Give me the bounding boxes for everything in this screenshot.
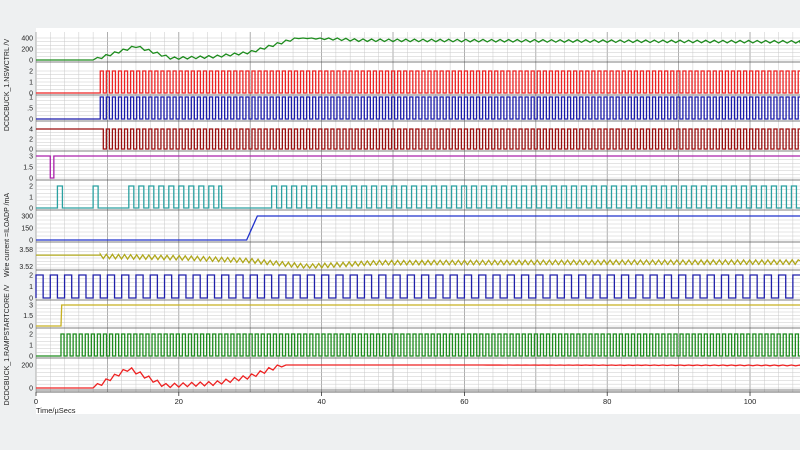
y-tick-label: .5 <box>27 106 33 113</box>
y-tick-label: 0 <box>29 354 33 361</box>
series-trace-11 <box>36 333 800 357</box>
y-tick-labels: 40020002101.5042031.5021030015003.583.52… <box>19 36 33 393</box>
series-trace-6 <box>36 185 800 209</box>
y-tick-label: 3.52 <box>19 264 33 271</box>
y-tick-label: 2 <box>29 332 33 339</box>
traces <box>35 37 800 389</box>
series-trace-10 <box>36 304 800 327</box>
y-tick-label: 200 <box>21 47 33 54</box>
series-trace-8 <box>36 251 800 270</box>
x-tick-label: 60 <box>460 397 468 406</box>
y-tick-label: 1.5 <box>23 313 33 320</box>
x-tick-label: 100 <box>744 397 757 406</box>
y-tick-label: 0 <box>29 386 33 393</box>
x-tick-label: 0 <box>34 397 38 406</box>
y-tick-label: 1.5 <box>23 165 33 172</box>
series-trace-2 <box>36 70 800 94</box>
x-tick-label: 80 <box>603 397 611 406</box>
y-tick-label: 0 <box>29 91 33 98</box>
left-axis-label: DCDCBUCK_1.RAMPSTARTCORE /V <box>4 284 11 405</box>
y-tick-label: 1 <box>29 343 33 350</box>
series-trace-9 <box>35 274 800 299</box>
y-tick-label: 4 <box>29 127 33 134</box>
y-tick-label: 1 <box>29 195 33 202</box>
y-tick-label: 0 <box>29 147 33 154</box>
y-tick-label: 0 <box>29 176 33 183</box>
y-tick-label: 0 <box>29 324 33 331</box>
series-trace-3 <box>36 96 800 120</box>
series-trace-4 <box>36 128 800 150</box>
y-tick-label: 2 <box>29 69 33 76</box>
left-labels: DCDCBUCK_1.NSWCTRL /V Wire current =ILOAD… <box>4 39 11 406</box>
y-tick-label: 150 <box>21 226 33 233</box>
y-tick-label: 0 <box>29 206 33 213</box>
left-axis-label: Wire current =ILOADP /mA <box>4 193 11 277</box>
series-trace-1 <box>36 37 800 61</box>
y-tick-label: 2 <box>29 273 33 280</box>
y-tick-label: 0 <box>29 117 33 124</box>
y-tick-label: 3 <box>29 303 33 310</box>
x-tick-label: 20 <box>175 397 183 406</box>
y-tick-label: 3 <box>29 154 33 161</box>
series-trace-12 <box>36 364 800 389</box>
plot-area <box>36 28 800 414</box>
x-axis: 0 20 40 60 80 100 <box>34 391 800 406</box>
y-tick-label: 2 <box>29 137 33 144</box>
y-tick-label: 0 <box>29 238 33 245</box>
left-axis-label: DCDCBUCK_1.NSWCTRL /V <box>4 39 11 132</box>
y-tick-label: 0 <box>29 58 33 65</box>
x-axis-label: Time/µSecs <box>36 406 76 415</box>
y-tick-label: 3.58 <box>19 247 33 254</box>
y-tick-label: 300 <box>21 214 33 221</box>
series-trace-5 <box>36 155 800 179</box>
y-tick-label: 1 <box>29 284 33 291</box>
series-trace-7 <box>36 215 800 241</box>
y-tick-label: 400 <box>21 36 33 43</box>
y-tick-label: 1 <box>29 95 33 102</box>
y-tick-label: 0 <box>29 296 33 303</box>
y-tick-label: 1 <box>29 80 33 87</box>
y-tick-label: 200 <box>21 363 33 370</box>
x-tick-label: 40 <box>317 397 325 406</box>
y-tick-label: 2 <box>29 184 33 191</box>
